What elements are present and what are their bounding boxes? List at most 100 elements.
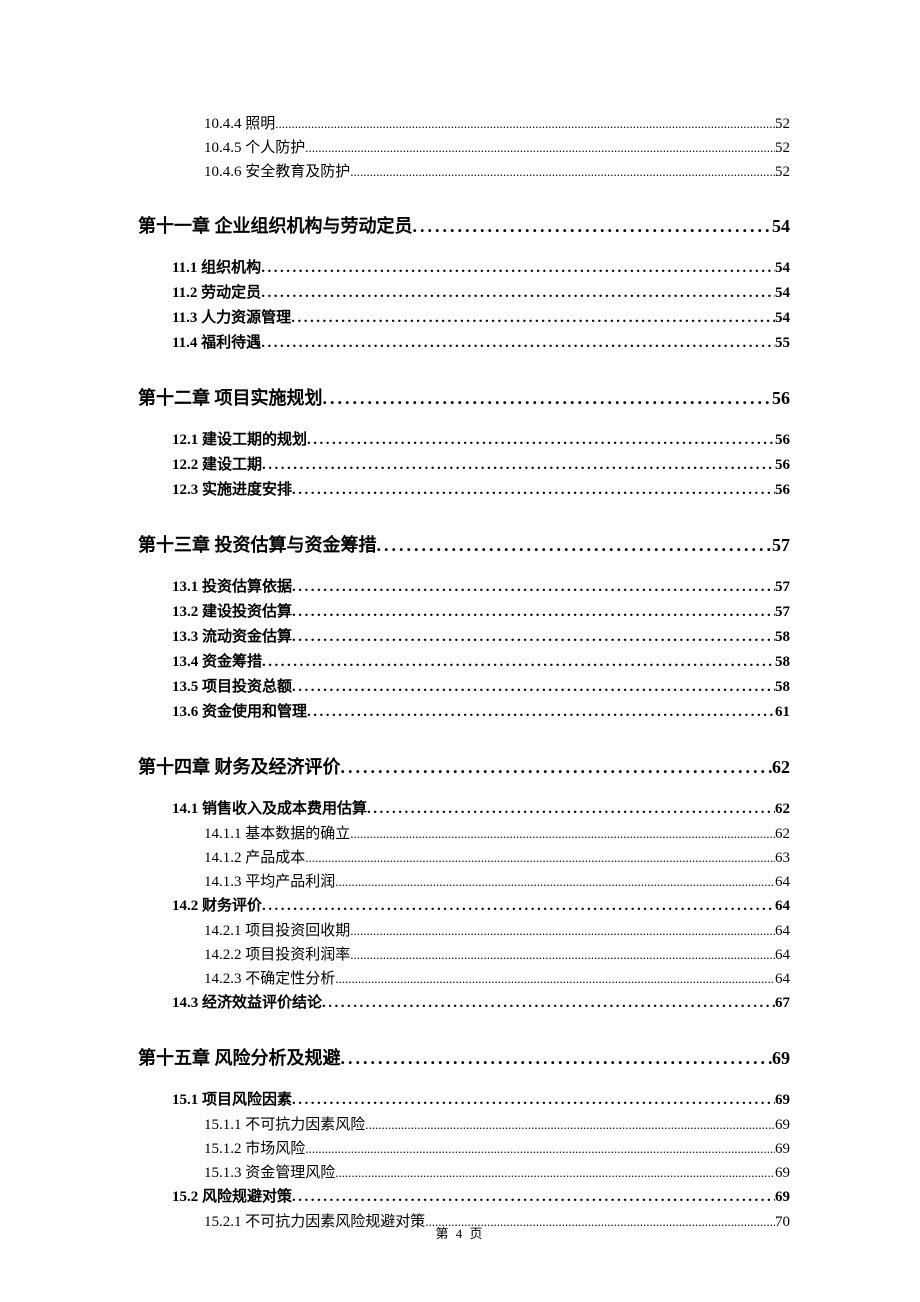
toc-sub-entry-page: 64 [775,967,790,991]
leader-dots: ........................................… [323,388,773,409]
toc-sub-entry[interactable]: 15.1.2 市场风险.............................… [138,1137,790,1161]
leader-dots: ........................................… [350,160,775,184]
toc-section-entry[interactable]: 14.3 经济效益评价结论...........................… [138,991,790,1016]
toc-sub-entry[interactable]: 15.1.1 不可抗力因素风险.........................… [138,1113,790,1137]
toc-chapter-entry[interactable]: 第十三章 投资估算与资金筹措..........................… [138,531,790,557]
toc-chapter-entry-page: 56 [772,388,790,409]
toc-section-entry-label: 11.4 福利待遇 [172,331,261,356]
toc-section-entry[interactable]: 12.3 实施进度安排.............................… [138,478,790,503]
leader-dots: ........................................… [335,870,775,894]
toc-section-entry-page: 56 [775,478,790,503]
leader-dots: ........................................… [291,306,775,331]
toc-sub-entry[interactable]: 10.4.5 个人防护.............................… [138,136,790,160]
leader-dots: ........................................… [335,1161,775,1185]
leader-dots: ........................................… [261,331,775,356]
toc-section-entry-label: 13.2 建设投资估算 [172,600,292,625]
toc-section-entry-label: 14.3 经济效益评价结论 [172,991,322,1016]
toc-sub-entry-page: 69 [775,1137,790,1161]
toc-chapter-entry-label: 第十三章 投资估算与资金筹措 [138,531,377,557]
leader-dots: ........................................… [292,575,775,600]
toc-sub-entry-page: 52 [775,136,790,160]
toc-section-entry-page: 56 [775,453,790,478]
toc-section-entry-label: 13.5 项目投资总额 [172,675,292,700]
toc-chapter-entry-page: 62 [772,757,790,778]
toc-section-entry-label: 12.3 实施进度安排 [172,478,292,503]
leader-dots: ........................................… [292,1185,775,1210]
toc-chapter-entry[interactable]: 第十四章 财务及经济评价............................… [138,753,790,779]
toc-section-entry[interactable]: 11.4 福利待遇...............................… [138,331,790,356]
toc-section-entry-page: 62 [775,797,790,822]
toc-sections-block: 15.1 项目风险因素.............................… [138,1088,790,1234]
toc-sub-entry[interactable]: 10.4.6 安全教育及防护..........................… [138,160,790,184]
toc-section-entry[interactable]: 13.5 项目投资总额.............................… [138,675,790,700]
leader-dots: ........................................… [261,281,775,306]
toc-sub-entry-page: 64 [775,919,790,943]
leader-dots: ........................................… [261,256,775,281]
toc-section-entry-label: 15.2 风险规避对策 [172,1185,292,1210]
toc-sections-block: 12.1 建设工期的规划............................… [138,428,790,503]
toc-section-entry[interactable]: 15.1 项目风险因素.............................… [138,1088,790,1113]
toc-sub-entry[interactable]: 10.4.4 照明...............................… [138,112,790,136]
toc-sections-block: 13.1 投资估算依据.............................… [138,575,790,725]
toc-section-entry-page: 55 [775,331,790,356]
toc-container: 10.4.4 照明...............................… [138,112,790,1234]
toc-sub-entry-page: 69 [775,1113,790,1137]
toc-sub-entry[interactable]: 14.1.2 产品成本.............................… [138,846,790,870]
toc-section-entry-page: 58 [775,650,790,675]
toc-sub-entry-label: 10.4.5 个人防护 [204,136,305,160]
page-footer: 第 4 页 [0,1223,920,1242]
toc-section-entry-label: 12.1 建设工期的规划 [172,428,307,453]
toc-sub-entry[interactable]: 14.2.1 项目投资回收期..........................… [138,919,790,943]
toc-section-entry[interactable]: 11.2 劳动定员...............................… [138,281,790,306]
toc-section-entry-label: 12.2 建设工期 [172,453,262,478]
toc-section-entry-page: 67 [775,991,790,1016]
toc-sub-entry-label: 15.1.1 不可抗力因素风险 [204,1113,365,1137]
leader-dots: ........................................… [292,478,775,503]
toc-sub-entry-label: 14.2.3 不确定性分析 [204,967,335,991]
leader-dots: ........................................… [292,1088,775,1113]
toc-sub-entry-page: 52 [775,112,790,136]
toc-section-entry-page: 54 [775,256,790,281]
leader-dots: ........................................… [275,112,775,136]
toc-section-entry[interactable]: 12.2 建设工期...............................… [138,453,790,478]
toc-section-entry[interactable]: 14.1 销售收入及成本费用估算........................… [138,797,790,822]
toc-sub-entry-page: 63 [775,846,790,870]
leader-dots: ........................................… [350,943,775,967]
toc-page: 10.4.4 照明...............................… [0,0,920,1302]
toc-section-entry[interactable]: 13.2 建设投资估算.............................… [138,600,790,625]
toc-section-entry[interactable]: 11.3 人力资源管理.............................… [138,306,790,331]
toc-chapter-entry[interactable]: 第十五章 风险分析及规避............................… [138,1044,790,1070]
toc-section-entry-label: 11.3 人力资源管理 [172,306,291,331]
toc-sub-entry-label: 14.1.1 基本数据的确立 [204,822,350,846]
toc-sub-entry-label: 14.1.3 平均产品利润 [204,870,335,894]
toc-section-entry[interactable]: 13.1 投资估算依据.............................… [138,575,790,600]
toc-section-entry[interactable]: 12.1 建设工期的规划............................… [138,428,790,453]
toc-sub-entry-page: 64 [775,870,790,894]
toc-sub-entry-page: 62 [775,822,790,846]
toc-sub-entry-page: 52 [775,160,790,184]
leader-dots: ........................................… [341,1048,773,1069]
toc-sub-entry-label: 14.2.2 项目投资利润率 [204,943,350,967]
toc-chapter-entry-page: 57 [772,535,790,556]
toc-sub-entry[interactable]: 14.2.2 项目投资利润率..........................… [138,943,790,967]
leader-dots: ........................................… [305,1137,775,1161]
toc-section-entry[interactable]: 14.2 财务评价...............................… [138,894,790,919]
toc-section-entry-page: 61 [775,700,790,725]
toc-section-entry[interactable]: 15.2 风险规避对策.............................… [138,1185,790,1210]
toc-chapter-entry[interactable]: 第十一章 企业组织机构与劳动定员........................… [138,212,790,238]
toc-section-entry-label: 13.1 投资估算依据 [172,575,292,600]
toc-section-entry-label: 13.3 流动资金估算 [172,625,292,650]
toc-sub-entry[interactable]: 14.1.3 平均产品利润...........................… [138,870,790,894]
leader-dots: ........................................… [292,675,775,700]
toc-section-entry[interactable]: 11.1 组织机构...............................… [138,256,790,281]
toc-sub-entry[interactable]: 15.1.3 资金管理风险...........................… [138,1161,790,1185]
toc-sub-entry-label: 15.1.3 资金管理风险 [204,1161,335,1185]
toc-section-entry[interactable]: 13.6 资金使用和管理............................… [138,700,790,725]
toc-sub-entry[interactable]: 14.1.1 基本数据的确立..........................… [138,822,790,846]
toc-section-entry[interactable]: 13.3 流动资金估算.............................… [138,625,790,650]
toc-section-entry[interactable]: 13.4 资金筹措...............................… [138,650,790,675]
toc-chapter-entry[interactable]: 第十二章 项目实施规划.............................… [138,384,790,410]
leader-dots: ........................................… [350,919,775,943]
toc-sub-entry[interactable]: 14.2.3 不确定性分析...........................… [138,967,790,991]
leader-dots: ........................................… [307,700,775,725]
